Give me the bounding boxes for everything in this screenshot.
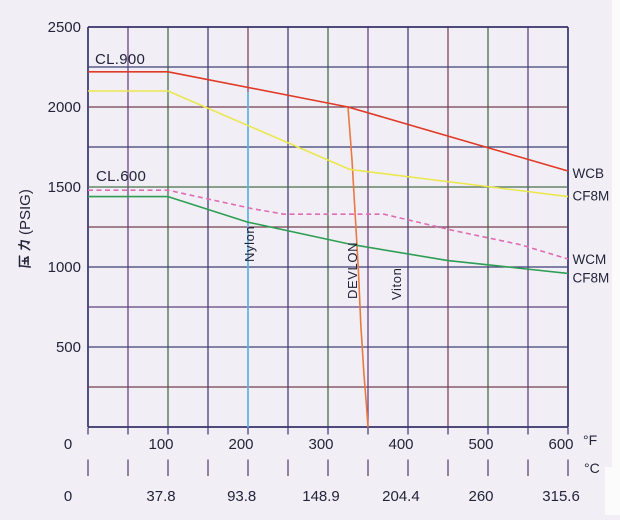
series-line-cl-900-wcb	[88, 71, 569, 172]
y-axis-tick-label: 500	[56, 339, 81, 356]
series-label-cf8m-cl900: CF8M	[573, 189, 610, 204]
scan-margin-corner	[605, 467, 620, 515]
x-axis-tick-label-c: 93.8	[227, 488, 256, 505]
seat-label-viton: Viton	[389, 268, 404, 300]
x-axis-tick-label-f: 0	[64, 436, 72, 453]
series-line-cl-600-wcm	[88, 189, 569, 260]
axis-tick-layer: 2500 2000 1500 1000 500 0 100 200 300 400 500 600 0 3…	[48, 19, 580, 505]
class-label-cl600: CL.600	[96, 168, 146, 185]
y-axis-tick-label: 2000	[48, 99, 81, 116]
seat-label-devlon: DEVLON	[345, 242, 360, 299]
cjk-glyph-ya-pressure	[18, 255, 32, 268]
x-axis-tick-label-f: 300	[308, 436, 333, 453]
x-axis-tick-label-c: 148.9	[302, 488, 340, 505]
y-axis-tick-label: 1000	[48, 259, 81, 276]
curve-layer	[88, 71, 569, 428]
y-axis-tick-label: 1500	[48, 179, 81, 196]
series-line-cl-900-cf8m	[88, 90, 569, 198]
y-axis-title: (PSIG)	[17, 189, 34, 268]
x-axis-tick-label-c: 315.6	[542, 488, 580, 505]
x-axis-tick-label-c: 0	[64, 488, 72, 505]
fahrenheit-unit-label: °F	[583, 432, 597, 448]
x-axis-tick-label-c: 204.4	[382, 488, 420, 505]
x-axis-tick-label-f: 200	[228, 436, 253, 453]
series-label-cf8m-cl600: CF8M	[573, 270, 610, 285]
x-axis-tick-label-f: 100	[148, 436, 173, 453]
class-label-cl900: CL.900	[95, 51, 145, 68]
cjk-glyph-li-force	[17, 239, 31, 251]
x-axis-tick-label-c: 37.8	[146, 488, 175, 505]
x-axis-tick-label-c: 260	[468, 488, 493, 505]
series-label-wcm-cl600: WCM	[573, 252, 607, 267]
grid-layer	[87, 26, 569, 428]
x-axis-tick-label-f: 600	[548, 436, 573, 453]
x-axis-tick-label-f: 400	[388, 436, 413, 453]
scan-margin-right	[612, 0, 620, 515]
y-axis-tick-label: 2500	[48, 19, 81, 36]
x-axis-tick-label-f: 500	[468, 436, 493, 453]
y-axis-title-psig: (PSIG)	[17, 189, 34, 235]
seat-label-nylon: Nylon	[242, 226, 257, 262]
celsius-unit-label: °C	[584, 460, 600, 476]
series-label-wcb-cl900: WCB	[573, 166, 605, 181]
series-line-cl-600-cf8m	[88, 195, 569, 275]
